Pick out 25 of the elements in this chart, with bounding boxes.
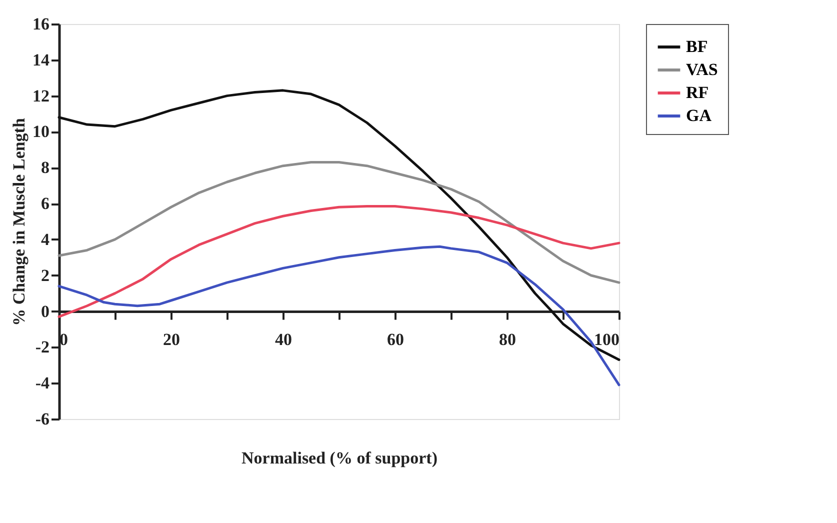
legend-label: VAS bbox=[686, 60, 718, 79]
legend-label: BF bbox=[686, 37, 708, 56]
y-tick-label: 14 bbox=[32, 50, 50, 70]
y-tick-label: -4 bbox=[35, 374, 50, 393]
y-tick-label: 4 bbox=[41, 230, 50, 249]
x-tick-label: 60 bbox=[387, 330, 404, 349]
y-tick-label: 16 bbox=[32, 14, 50, 34]
x-tick-label: 0 bbox=[60, 330, 68, 349]
y-tick-label: 6 bbox=[41, 194, 50, 214]
y-tick-label: 8 bbox=[41, 158, 50, 178]
y-tick-label: -6 bbox=[35, 410, 50, 428]
line-series bbox=[58, 161, 620, 284]
legend-label: RF bbox=[686, 83, 709, 102]
x-tick-label: 80 bbox=[499, 330, 516, 349]
x-axis-title: Normalised (% of support) bbox=[242, 448, 438, 468]
x-tick-label: 40 bbox=[275, 330, 292, 349]
y-tick-label: 0 bbox=[41, 302, 50, 321]
x-tick-label: 100 bbox=[594, 330, 620, 349]
x-tick-label: 20 bbox=[163, 330, 180, 349]
y-tick-label: 12 bbox=[32, 86, 50, 106]
y-tick-label: 10 bbox=[32, 122, 50, 142]
y-tick-label: 2 bbox=[41, 266, 50, 285]
y-axis-title: % Change in Muscle Length bbox=[10, 118, 28, 326]
y-tick-label: -2 bbox=[35, 338, 50, 357]
legend-label: GA bbox=[686, 106, 712, 125]
